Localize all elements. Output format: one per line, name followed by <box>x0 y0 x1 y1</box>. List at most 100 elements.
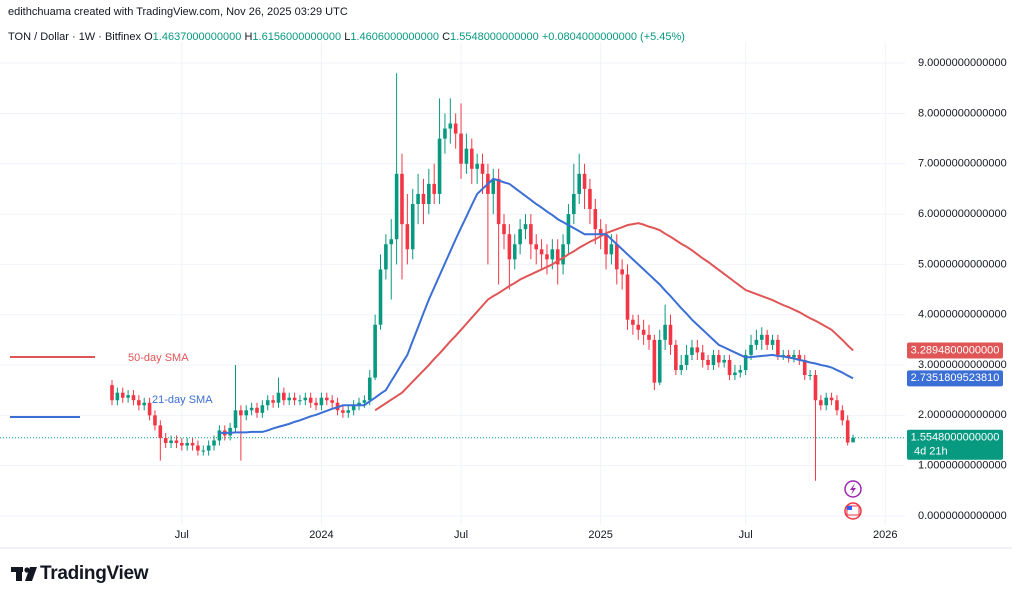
candle-body <box>824 397 829 406</box>
x-tick-label: Jul <box>175 529 189 541</box>
logo-icon <box>11 567 37 581</box>
candle-body <box>690 347 694 355</box>
x-tick-label: Jul <box>454 529 468 541</box>
candle-body <box>523 224 528 230</box>
candle-body <box>754 339 759 345</box>
countdown-label: 4d 21h <box>914 446 948 458</box>
price-badge <box>907 429 1003 460</box>
candle-body <box>169 440 173 443</box>
candle-body <box>674 344 678 371</box>
ohlc-value: 1.4606000000000 <box>350 31 440 43</box>
candle-body <box>405 224 410 250</box>
logo-shape <box>25 567 37 581</box>
candle-body <box>770 339 775 345</box>
symbol: TON / Dollar · 1W · Bitfinex <box>8 31 142 43</box>
x-tick-label: Jul <box>739 529 753 541</box>
candle-body <box>137 400 141 406</box>
candle-body <box>717 354 721 363</box>
attribution: edithchuama created with TradingView.com… <box>8 6 348 18</box>
candle-body <box>314 402 318 406</box>
candle-body <box>163 437 168 443</box>
candle-body <box>614 244 619 270</box>
candle-body <box>384 244 388 270</box>
candle-body <box>389 239 394 245</box>
candle-body <box>276 392 281 403</box>
event-icon <box>846 505 860 516</box>
candle-body <box>120 392 125 398</box>
y-tick-label: 6.0000000000000 <box>918 208 1007 220</box>
x-tick-label: 2025 <box>588 529 612 541</box>
y-tick-label: 5.0000000000000 <box>918 258 1007 270</box>
candle-body <box>287 397 292 401</box>
candle-body <box>518 229 522 245</box>
candle-body <box>217 430 222 441</box>
candle-body <box>572 193 576 215</box>
candle-body <box>604 234 608 255</box>
x-tick-label: 2026 <box>873 529 897 541</box>
candle-body <box>636 324 641 330</box>
candle-body <box>776 339 780 355</box>
candle-body <box>507 234 512 260</box>
y-tick-label: 1.0000000000000 <box>918 460 1007 472</box>
symbol-line: TON / Dollar · 1W · Bitfinex O1.46370000… <box>8 31 685 43</box>
candle-body <box>765 334 769 345</box>
candle-body <box>792 354 796 358</box>
candle-body <box>180 442 184 446</box>
candle-body <box>464 148 469 164</box>
candle-body <box>835 400 839 411</box>
candle-body <box>367 377 372 401</box>
candle-body <box>845 420 850 443</box>
x-tick-label: 2024 <box>309 529 333 541</box>
candle-body <box>840 410 845 421</box>
candle-body <box>561 244 565 265</box>
candle-body <box>593 209 598 230</box>
candle-body <box>319 397 324 406</box>
ohlc-prefix: L <box>344 31 351 43</box>
ohlc-value: 1.4637000000000 <box>152 31 242 43</box>
candle-body <box>577 173 581 194</box>
candle-body <box>212 440 216 446</box>
event-icons <box>844 480 862 520</box>
candle-body <box>668 324 673 345</box>
candle-body <box>781 354 786 356</box>
candle-body <box>142 402 147 406</box>
candle-body <box>609 244 614 255</box>
candle-body <box>325 397 329 401</box>
candle-body <box>131 395 136 401</box>
candle-body <box>502 224 506 235</box>
candle-body <box>185 442 189 446</box>
candle-body <box>303 397 308 401</box>
candle-body <box>539 249 544 255</box>
candle-body <box>496 178 501 225</box>
candle-body <box>534 244 539 250</box>
candle-body <box>115 392 120 401</box>
candle-body <box>491 178 496 194</box>
logo-shape <box>24 567 30 573</box>
ohlc-value: 1.6156000000000 <box>252 31 342 43</box>
candle-body <box>206 445 211 451</box>
candle-body <box>443 128 447 139</box>
candle-body <box>239 410 243 416</box>
candle-body <box>341 410 345 413</box>
price-badge-label: 2.7351809523810 <box>911 372 1000 384</box>
candle-body <box>126 395 130 398</box>
candle-body <box>620 269 624 275</box>
candle-body <box>147 402 152 416</box>
change-percent: (+5.45%) <box>640 31 685 43</box>
grid: 0.0000000000000 1.0000000000000 2.00000000… <box>0 42 1012 549</box>
candle-body <box>357 402 361 406</box>
candle-body <box>733 372 737 376</box>
candle-body <box>738 370 743 373</box>
candle-body <box>588 188 592 210</box>
y-tick-label: 3.0000000000000 <box>918 359 1007 371</box>
candle-body <box>652 339 657 383</box>
candle-body <box>598 229 603 235</box>
candle-body <box>722 359 726 363</box>
candle-body <box>706 359 710 366</box>
candle-body <box>271 400 275 403</box>
candle-body <box>448 123 453 129</box>
candle-body <box>480 163 485 174</box>
candle-body <box>265 400 270 406</box>
logo-text: TradingView <box>40 563 149 584</box>
candle-body <box>255 407 259 413</box>
